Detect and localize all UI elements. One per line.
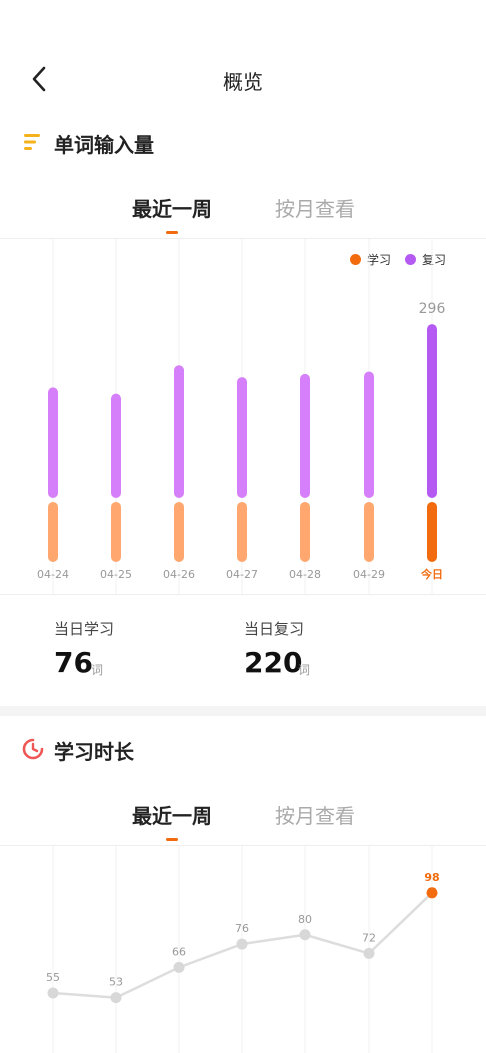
x-tick-label: 04-25 xyxy=(100,568,132,581)
data-point xyxy=(363,947,375,959)
divider xyxy=(0,594,486,595)
stat-value-review: 220 xyxy=(244,646,303,679)
word-input-tabs: 最近一周 按月查看 xyxy=(0,193,486,233)
word-input-bar-chart: 04-24 04-25 04-26 04-27 04-28 04-29 296 今日 xyxy=(37,239,446,594)
bar-study xyxy=(300,501,310,562)
x-tick-label: 今日 xyxy=(420,567,443,581)
divider xyxy=(0,845,486,846)
x-tick-label: 04-29 xyxy=(353,568,385,581)
stat-unit-study: 词 xyxy=(91,663,104,677)
data-point xyxy=(47,987,59,999)
bar-review xyxy=(48,387,58,498)
study-time-line-chart: 55 53 66 76 80 72 98 xyxy=(46,846,440,1053)
data-point xyxy=(173,961,185,973)
data-point xyxy=(426,887,438,899)
chart-legend: 学习 复习 xyxy=(350,251,446,268)
tab-recent-week[interactable]: 最近一周 xyxy=(132,804,212,828)
bar-study xyxy=(111,501,121,562)
header: 概览 xyxy=(0,0,486,110)
x-tick-label: 04-26 xyxy=(163,568,195,581)
bar-review xyxy=(111,393,121,498)
bar-study xyxy=(427,501,437,562)
data-label: 76 xyxy=(235,922,249,935)
x-tick-label: 04-27 xyxy=(226,568,258,581)
bar-study xyxy=(174,501,184,562)
x-tick-label: 04-28 xyxy=(289,568,321,581)
bar-review xyxy=(300,373,310,498)
data-point xyxy=(110,992,122,1004)
tab-by-month[interactable]: 按月查看 xyxy=(275,804,355,828)
stat-label-study: 当日学习 xyxy=(54,620,115,638)
bars-icon xyxy=(24,134,40,150)
divider xyxy=(0,238,486,239)
timer-icon xyxy=(22,738,44,760)
data-label: 55 xyxy=(46,971,60,984)
x-tick-label: 04-24 xyxy=(37,568,69,581)
data-label: 80 xyxy=(298,913,312,926)
stat-value-study: 76 xyxy=(54,646,93,679)
bar-review xyxy=(237,377,247,498)
bar-study xyxy=(364,501,374,562)
data-point xyxy=(236,938,248,950)
study-time-tabs: 最近一周 按月查看 xyxy=(0,800,486,840)
data-label: 98 xyxy=(424,871,439,884)
tab-indicator xyxy=(166,231,178,234)
section-gap xyxy=(0,706,486,716)
data-label: 66 xyxy=(172,945,186,958)
section-title-study-time: 学习时长 xyxy=(54,740,134,764)
bar-review xyxy=(174,365,184,498)
bar-study xyxy=(237,501,247,562)
tab-indicator xyxy=(166,838,178,841)
section-title-word-input: 单词输入量 xyxy=(54,133,154,157)
legend-label-review: 复习 xyxy=(422,253,447,267)
tab-recent-week[interactable]: 最近一周 xyxy=(132,197,212,221)
legend-dot-review xyxy=(405,254,417,265)
data-point xyxy=(299,929,311,941)
data-label: 53 xyxy=(109,976,123,989)
legend-label-study: 学习 xyxy=(367,253,392,267)
bar-review xyxy=(427,324,437,498)
tab-by-month[interactable]: 按月查看 xyxy=(275,197,355,221)
bar-study xyxy=(48,501,58,562)
data-label: 72 xyxy=(362,931,376,944)
chevron-left-icon[interactable] xyxy=(26,64,56,94)
legend-dot-study xyxy=(350,254,361,265)
bar-review xyxy=(364,371,374,498)
stat-unit-review: 词 xyxy=(298,663,311,677)
bar-total-label: 296 xyxy=(419,301,446,317)
page-title: 概览 xyxy=(223,70,263,94)
stat-label-review: 当日复习 xyxy=(244,620,305,638)
